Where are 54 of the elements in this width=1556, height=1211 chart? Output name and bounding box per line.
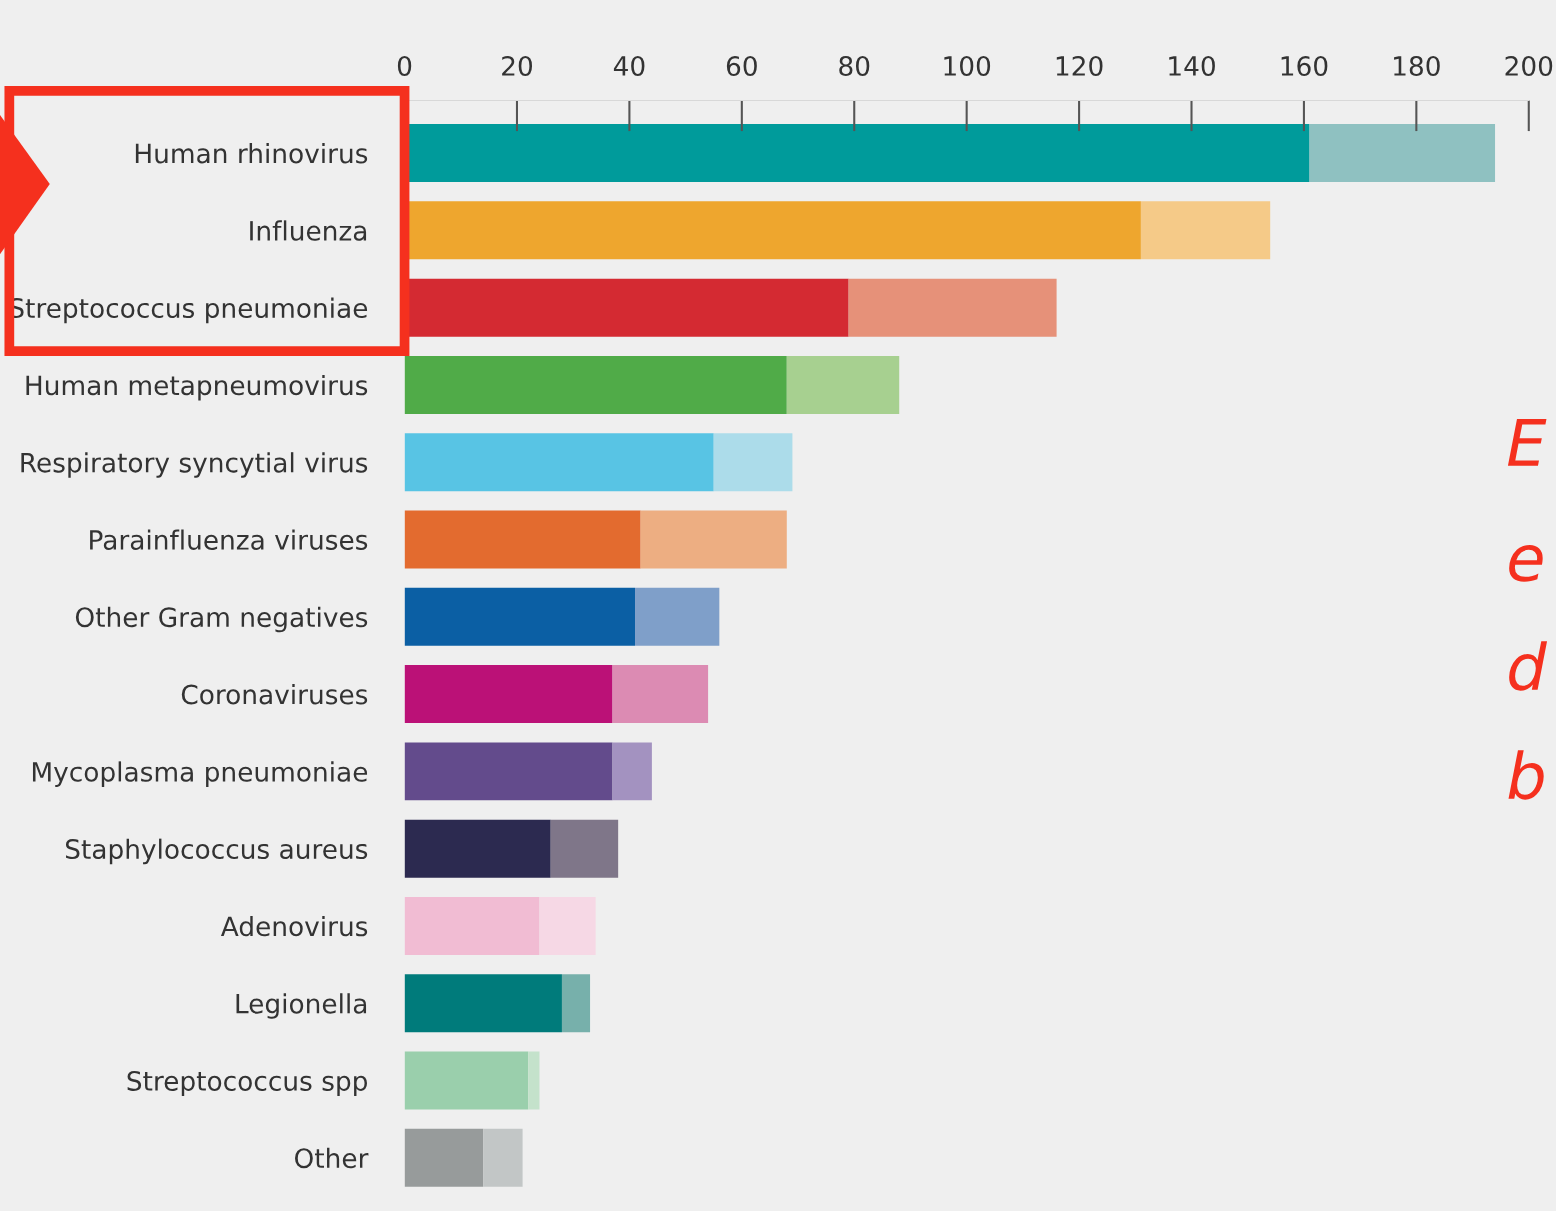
bar <box>404 1128 484 1187</box>
x-tick-label: 100 <box>944 55 991 76</box>
bar <box>404 742 613 801</box>
bar <box>713 433 793 492</box>
bar <box>404 587 636 646</box>
y-tick-label: Adenovirus <box>220 915 368 937</box>
x-tick-label: 80 <box>839 55 870 76</box>
x-tick-label: 20 <box>502 55 533 76</box>
bar <box>404 665 613 724</box>
x-tick-label: 200 <box>1505 55 1553 76</box>
x-tick-label: 120 <box>1056 55 1103 76</box>
y-tick-label: Human rhinovirus <box>135 143 368 164</box>
bar <box>635 587 720 646</box>
annotation: E <box>1507 419 1547 466</box>
bar <box>561 974 591 1033</box>
bar <box>539 896 596 955</box>
x-tick-label: 160 <box>1281 55 1328 76</box>
y-tick-label: Streptococcus spp <box>127 1070 367 1097</box>
bar <box>404 896 540 955</box>
y-tick-label: Other Gram negatives <box>75 606 368 633</box>
y-tick-label: Respiratory syncytial virus <box>21 452 368 478</box>
x-tick-label: 0 <box>397 55 412 76</box>
bar <box>404 819 551 878</box>
x-tick-label: 140 <box>1169 55 1215 76</box>
bar <box>640 510 787 569</box>
y-tick-label: Parainfluenza viruses <box>90 529 368 550</box>
bar <box>612 742 652 801</box>
bar <box>404 1051 529 1110</box>
y-tick-label: Legionella <box>236 993 367 1019</box>
y-tick-label: Coronaviruses <box>181 684 368 705</box>
bar <box>786 355 900 414</box>
bar <box>404 974 562 1033</box>
bar <box>404 510 641 569</box>
bar <box>404 355 787 414</box>
bar <box>848 278 1057 337</box>
y-tick-label: Influenza <box>250 220 367 241</box>
y-tick-label: Human metapneumovirus <box>26 374 368 401</box>
y-tick-label: Streptococcus pneumoniae <box>10 297 368 324</box>
x-tick-label: 180 <box>1394 55 1440 76</box>
bar <box>483 1128 523 1187</box>
y-tick-label: Mycoplasma pneumoniae <box>32 761 368 787</box>
bar <box>528 1051 540 1110</box>
y-tick-label: Other <box>295 1147 369 1169</box>
bar <box>612 665 709 724</box>
x-tick-label: 60 <box>726 55 757 76</box>
y-tick-label: Staphylococcus aureus <box>65 838 368 865</box>
bar <box>404 433 714 492</box>
annotation: d <box>1509 641 1548 691</box>
annotation: e <box>1509 544 1543 582</box>
bar <box>1140 201 1271 260</box>
bar <box>550 819 619 878</box>
bar <box>1309 124 1496 183</box>
annotation: b <box>1508 750 1544 800</box>
x-tick-label: 40 <box>613 55 645 76</box>
